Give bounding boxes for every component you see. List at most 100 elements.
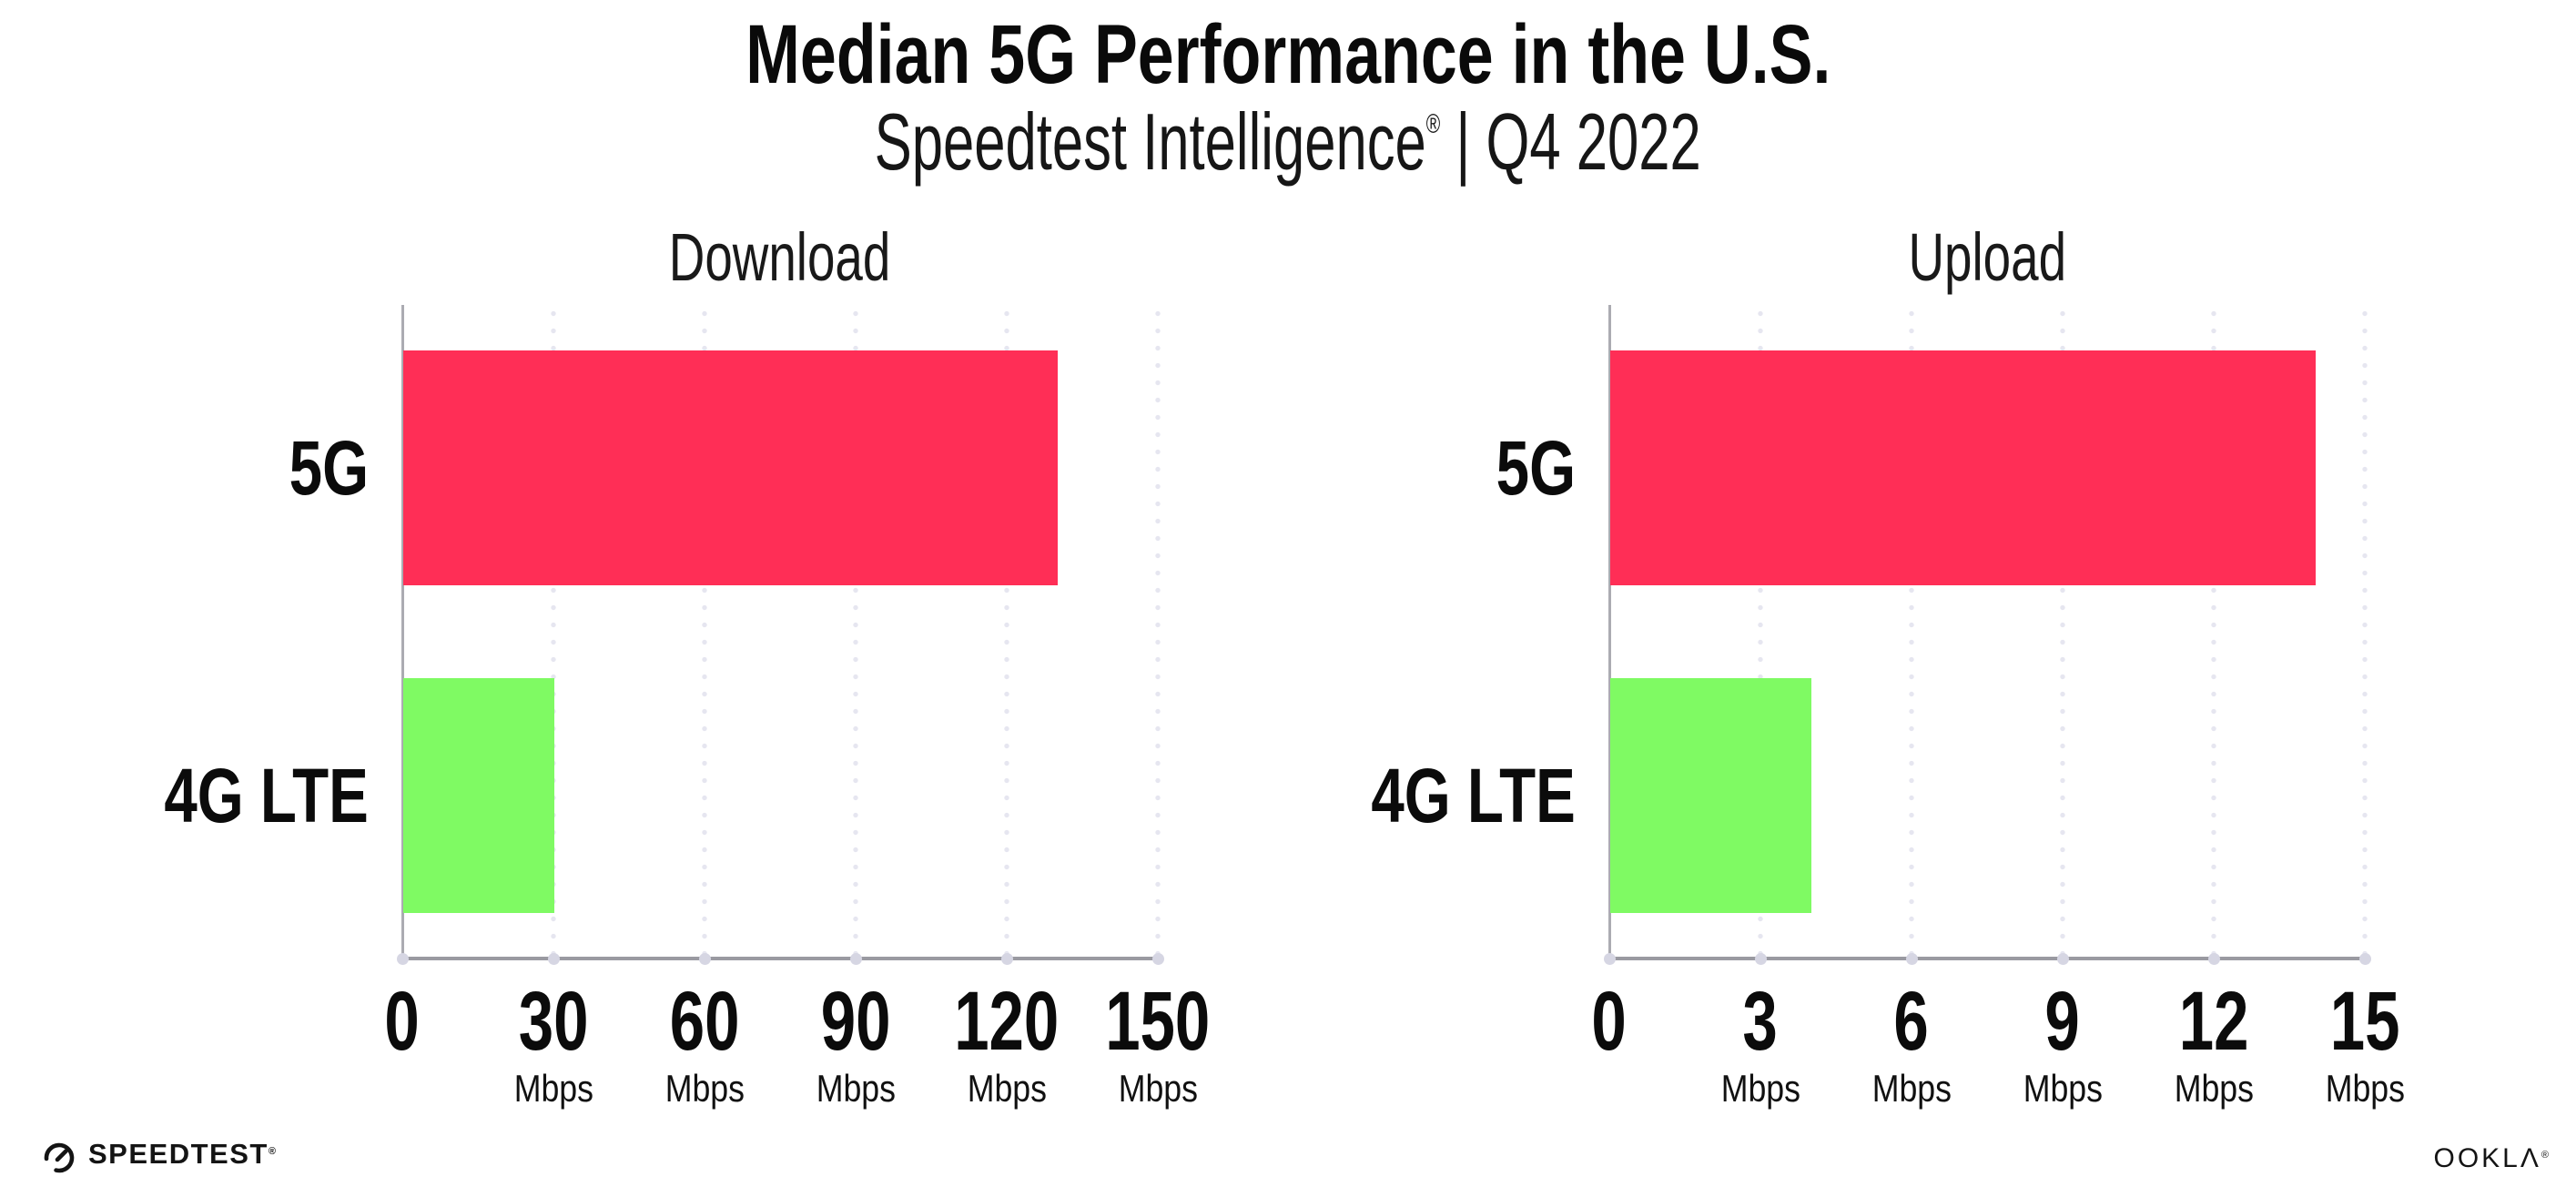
- x-tick-label-3: 3 Mbps: [1660, 979, 1861, 1110]
- gridline-9: [2060, 305, 2065, 959]
- axis-tick-dot-0: [396, 953, 409, 965]
- x-tick-unit: Mbps: [2265, 1068, 2465, 1110]
- category-label-5g: 5G: [0, 350, 369, 585]
- x-tick-label-6: 6 Mbps: [1811, 979, 2012, 1110]
- x-tick-number-text: 120: [954, 975, 1060, 1068]
- x-tick-number-text: 0: [1591, 975, 1628, 1068]
- x-tick-unit: Mbps: [2114, 1068, 2314, 1110]
- x-axis-line: [401, 957, 1160, 960]
- x-tick-number: 0: [302, 979, 502, 1064]
- axis-tick-dot-9: [2056, 953, 2069, 965]
- speedtest-registered-mark-icon: ®: [268, 1146, 276, 1157]
- upload-chart: Upload 5G 4G LTE 0 3 Mbps 6 Mbps 9 Mbps 12 Mbps 15 M…: [1372, 221, 2405, 1110]
- x-tick-label-0: 0: [302, 979, 502, 1064]
- category-label-text: 5G: [1496, 424, 1576, 511]
- category-label-4g-lte: 4G LTE: [0, 678, 369, 913]
- x-tick-label-9: 9 Mbps: [1962, 979, 2163, 1110]
- ookla-registered-mark-icon: ®: [2541, 1150, 2549, 1161]
- x-tick-unit-text: Mbps: [2174, 1067, 2254, 1110]
- x-tick-unit-text: Mbps: [1118, 1067, 1198, 1110]
- x-tick-label-12: 12 Mbps: [2114, 979, 2314, 1110]
- x-tick-number: 120: [907, 979, 1107, 1064]
- x-tick-number-text: 6: [1893, 975, 1930, 1068]
- download-plot-area: 5G 4G LTE 0 30 Mbps 60 Mbps 90 Mbps 120 Mbps 150 Mbp…: [165, 305, 1211, 1110]
- x-tick-number: 150: [1058, 979, 1258, 1064]
- x-tick-unit: Mbps: [604, 1068, 805, 1110]
- axis-tick-dot-0: [1603, 953, 1616, 965]
- gridline-90: [853, 305, 858, 959]
- page-subtitle-text: Speedtest Intelligence® | Q4 2022: [875, 98, 1701, 205]
- x-tick-number-text: 0: [384, 975, 421, 1068]
- axis-tick-dot-15: [2358, 953, 2371, 965]
- category-label-4g-lte: 4G LTE: [1018, 678, 1576, 913]
- y-axis-line: [401, 305, 404, 960]
- bar-5g-download: [403, 350, 1059, 585]
- speedtest-logo: SPEEDTEST®: [42, 1136, 276, 1179]
- category-label-text: 5G: [289, 424, 369, 511]
- x-tick-number-text: 3: [1742, 975, 1779, 1068]
- axis-tick-dot-60: [698, 953, 711, 965]
- x-tick-unit: Mbps: [756, 1068, 956, 1110]
- download-chart: Download 5G 4G LTE 0 30 Mbps 60 Mbps 90 Mbps 120 M…: [165, 221, 1211, 1110]
- x-tick-number: 30: [453, 979, 654, 1064]
- page-subtitle: Speedtest Intelligence® | Q4 2022: [0, 98, 2576, 205]
- gridline-60: [702, 305, 707, 959]
- axis-tick-dot-30: [547, 953, 560, 965]
- x-tick-number: 6: [1811, 979, 2012, 1064]
- x-tick-label-15: 15 Mbps: [2265, 979, 2465, 1110]
- x-tick-unit-text: Mbps: [816, 1067, 896, 1110]
- gridline-6: [1909, 305, 1914, 959]
- gridline-30: [551, 305, 556, 959]
- upload-chart-title: Upload: [1609, 221, 2365, 294]
- x-tick-number: 3: [1660, 979, 1861, 1064]
- axis-tick-dot-120: [1000, 953, 1013, 965]
- page-title-text: Median 5G Performance in the U.S.: [745, 8, 1831, 101]
- x-axis-line: [1607, 957, 2367, 960]
- x-tick-unit-text: Mbps: [664, 1067, 745, 1110]
- x-tick-number-text: 150: [1105, 975, 1211, 1068]
- gridline-12: [2211, 305, 2216, 959]
- x-tick-number-text: 12: [2178, 975, 2249, 1068]
- x-tick-number: 60: [604, 979, 805, 1064]
- x-tick-unit-text: Mbps: [1720, 1067, 1800, 1110]
- category-label-text: 4G LTE: [164, 752, 369, 838]
- x-tick-number-text: 15: [2329, 975, 2400, 1068]
- gridline-120: [1004, 305, 1009, 959]
- category-label-text: 4G LTE: [1371, 752, 1576, 838]
- gridline-3: [1758, 305, 1763, 959]
- axis-tick-dot-12: [2207, 953, 2220, 965]
- x-tick-label-90: 90 Mbps: [756, 979, 956, 1110]
- x-tick-number: 9: [1962, 979, 2163, 1064]
- gridline-15: [2362, 305, 2368, 959]
- subtitle-brand: Speedtest Intelligence: [874, 96, 1427, 187]
- axis-tick-dot-150: [1151, 953, 1164, 965]
- bar-4g-lte-upload: [1610, 678, 1812, 913]
- x-tick-number: 0: [1509, 979, 1709, 1064]
- x-tick-number: 12: [2114, 979, 2314, 1064]
- x-tick-unit: Mbps: [1660, 1068, 1861, 1110]
- x-tick-number-text: 30: [518, 975, 589, 1068]
- speedtest-wordmark-text: SPEEDTEST: [88, 1138, 269, 1170]
- x-tick-unit-text: Mbps: [513, 1067, 593, 1110]
- x-tick-unit-text: Mbps: [2325, 1067, 2405, 1110]
- gridline-150: [1155, 305, 1161, 959]
- subtitle-period: | Q4 2022: [1440, 96, 1702, 187]
- x-tick-number-text: 60: [669, 975, 740, 1068]
- x-tick-number-text: 9: [2044, 975, 2081, 1068]
- x-tick-label-60: 60 Mbps: [604, 979, 805, 1110]
- x-tick-unit: Mbps: [1058, 1068, 1258, 1110]
- category-label-5g: 5G: [1018, 350, 1576, 585]
- axis-tick-dot-3: [1754, 953, 1767, 965]
- y-axis-line: [1608, 305, 1611, 960]
- download-chart-title-text: Download: [669, 219, 891, 295]
- ookla-wordmark-text: OOKLΛ: [2433, 1143, 2541, 1173]
- x-tick-unit-text: Mbps: [1871, 1067, 1952, 1110]
- axis-tick-dot-6: [1905, 953, 1918, 965]
- speedtest-gauge-icon: [44, 1142, 75, 1172]
- page-title: Median 5G Performance in the U.S.: [0, 9, 2576, 100]
- x-tick-number-text: 90: [820, 975, 891, 1068]
- x-tick-number: 15: [2265, 979, 2465, 1064]
- x-tick-unit: Mbps: [1811, 1068, 2012, 1110]
- speedtest-wordmark: SPEEDTEST®: [88, 1136, 276, 1179]
- ookla-logo: OOKLΛ®: [2433, 1143, 2549, 1180]
